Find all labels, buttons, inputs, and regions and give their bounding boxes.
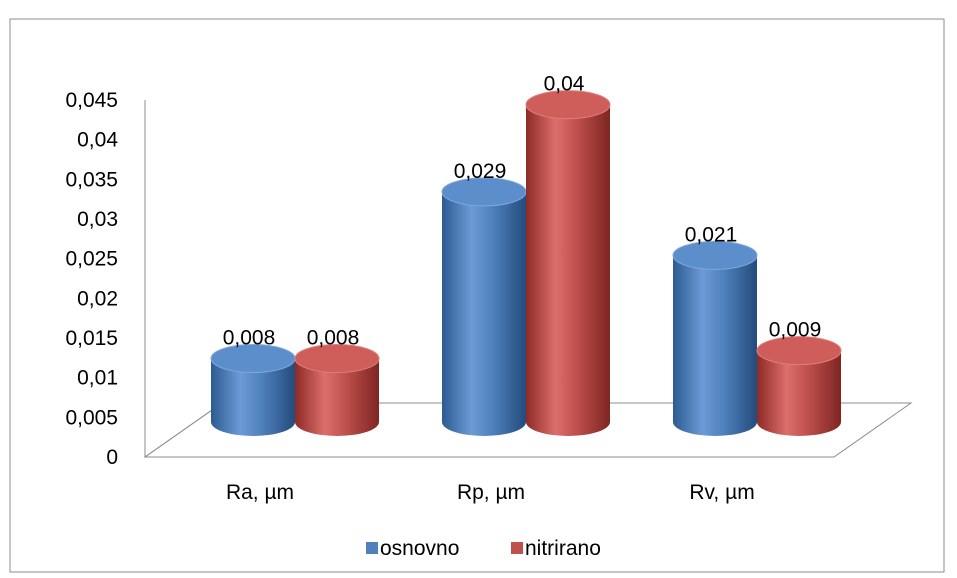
floor-edge (144, 402, 223, 458)
y-tick-label: 0,015 (65, 327, 118, 350)
y-tick-label: 0,01 (77, 367, 118, 390)
legend-label: nitrirano (525, 537, 601, 560)
y-tick-label: 0,005 (65, 406, 118, 429)
bar-body (442, 191, 526, 436)
y-tick-label: 0,03 (77, 208, 118, 231)
legend-swatch (366, 542, 378, 554)
data-label-nitrirano-2: 0,04 (544, 73, 585, 96)
data-label-osnovno-2: 0,029 (454, 160, 507, 183)
bar-body (526, 104, 610, 437)
category-label: Rv, µm (689, 481, 754, 504)
y-tick-label: 0,04 (77, 129, 118, 152)
y-tick-label: 0,035 (65, 168, 118, 191)
category-label: Ra, µm (226, 481, 294, 504)
bar-nitrirano-1 (294, 344, 380, 436)
bar-body (673, 255, 757, 436)
legend-item-osnovno: osnovno (366, 537, 459, 560)
data-label-nitrirano-3: 0,009 (769, 319, 822, 342)
bar-osnovno-3 (672, 240, 758, 436)
bar-top (672, 240, 758, 270)
y-tick-label: 0,025 (65, 248, 118, 271)
data-label-osnovno-3: 0,021 (685, 223, 738, 246)
bar-top (525, 90, 611, 120)
bar-osnovno-2 (441, 177, 527, 436)
bar-body (211, 358, 295, 436)
bar-nitrirano-2 (525, 90, 611, 437)
data-label-osnovno-1: 0,008 (223, 327, 276, 350)
y-tick-label: 0,045 (65, 89, 118, 112)
y-tick-label: 0,02 (77, 287, 118, 310)
category-label: Rp, µm (457, 481, 525, 504)
data-label-nitrirano-1: 0,008 (307, 327, 360, 350)
bar-nitrirano-3 (756, 336, 842, 436)
bar-body (295, 358, 379, 436)
bar-top (294, 344, 380, 374)
y-tick-label: 0 (106, 446, 118, 469)
bar-body (757, 350, 841, 436)
legend-item-nitrirano: nitrirano (511, 537, 601, 560)
bar-top (756, 336, 842, 366)
legend-swatch (511, 542, 523, 554)
legend-label: osnovno (380, 537, 459, 560)
bar-osnovno-1 (210, 344, 296, 436)
